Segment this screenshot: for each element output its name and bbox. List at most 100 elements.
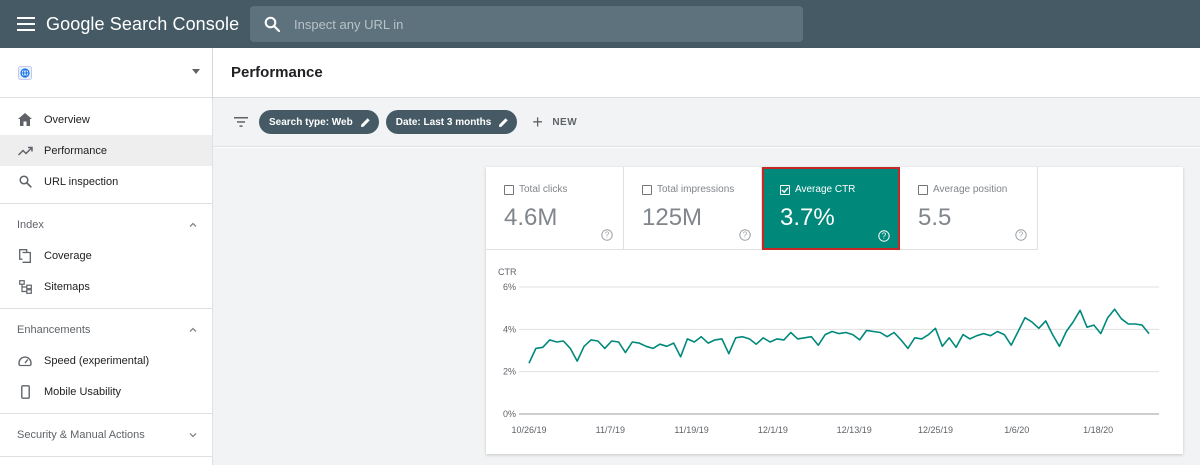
sidebar-item-speed[interactable]: Speed (experimental) — [0, 345, 212, 376]
metric-average-position[interactable]: Average position 5.5 ? — [900, 167, 1038, 250]
metric-label: Average CTR — [780, 184, 855, 195]
checkbox[interactable] — [918, 184, 928, 195]
help-icon[interactable]: ? — [1015, 229, 1027, 241]
metric-label: Average position — [918, 184, 1007, 195]
help-icon[interactable]: ? — [739, 229, 751, 241]
metric-value: 5.5 — [918, 204, 952, 231]
date-range-chip[interactable]: Date: Last 3 months — [385, 110, 518, 134]
chevron-down-icon — [192, 69, 200, 74]
filter-button[interactable] — [231, 112, 251, 132]
metric-value: 125M — [642, 204, 703, 231]
sidebar: Overview Performance URL inspection Inde… — [0, 48, 213, 465]
x-tick-label: 11/19/19 — [674, 425, 708, 435]
sidebar-item-label: Performance — [44, 144, 107, 157]
search-icon — [17, 174, 33, 190]
new-filter-label: NEW — [552, 116, 578, 128]
home-icon — [17, 112, 33, 128]
menu-button[interactable] — [0, 0, 52, 48]
svg-text:?: ? — [605, 231, 610, 240]
metric-name: Average CTR — [795, 184, 856, 195]
globe-icon — [18, 65, 32, 80]
sidebar-item-label: Mobile Usability — [44, 385, 122, 398]
sidebar-item-label: Coverage — [44, 249, 92, 262]
sidebar-item-sitemaps[interactable]: Sitemaps — [0, 271, 212, 302]
sidebar-item-label: Sitemaps — [44, 280, 90, 293]
search-input[interactable] — [294, 16, 774, 32]
metric-average-ctr[interactable]: Average CTR 3.7% ? — [762, 167, 900, 250]
svg-text:?: ? — [1019, 231, 1024, 240]
page-header: Performance — [213, 48, 1200, 98]
svg-text:?: ? — [882, 232, 887, 241]
section-title: Security & Manual Actions — [17, 429, 145, 441]
enhancements-section: Enhancements Speed (experimental) Mobile… — [0, 309, 212, 414]
metric-total-clicks[interactable]: Total clicks 4.6M ? — [486, 167, 624, 250]
app-title: Google Search Console — [46, 13, 240, 34]
speedometer-icon — [17, 353, 33, 369]
primary-nav: Overview Performance URL inspection — [0, 98, 212, 204]
x-tick-label: 1/6/20 — [1004, 425, 1029, 435]
sidebar-item-label: URL inspection — [44, 175, 119, 188]
check-icon — [781, 186, 789, 193]
chip-label: Search type: Web — [269, 116, 353, 128]
x-tick-label: 11/7/19 — [596, 425, 625, 435]
y-axis-title: CTR — [498, 267, 517, 277]
chevron-up-icon — [189, 222, 197, 227]
sidebar-item-mobile-usability[interactable]: Mobile Usability — [0, 376, 212, 407]
file-copy-icon — [17, 248, 33, 264]
sidebar-item-coverage[interactable]: Coverage — [0, 240, 212, 271]
metric-name: Total impressions — [657, 184, 735, 195]
new-filter-button[interactable]: + NEW — [532, 113, 577, 131]
property-selector[interactable] — [0, 48, 212, 98]
x-tick-label: 10/26/19 — [511, 425, 546, 435]
y-tick-label: 2% — [503, 367, 516, 377]
svg-text:?: ? — [743, 231, 748, 240]
y-tick-label: 6% — [503, 282, 516, 292]
plus-icon: + — [532, 112, 544, 132]
url-inspection-search[interactable] — [250, 6, 803, 42]
filter-bar: Search type: Web Date: Last 3 months + N… — [213, 98, 1200, 147]
filter-icon — [234, 117, 248, 127]
sidebar-item-performance[interactable]: Performance — [0, 135, 212, 166]
section-header-index[interactable]: Index — [0, 210, 212, 240]
metric-label: Total impressions — [642, 184, 734, 195]
y-tick-label: 4% — [503, 324, 516, 334]
sidebar-item-label: Speed (experimental) — [44, 354, 150, 367]
menu-icon — [17, 17, 35, 31]
metric-value: 4.6M — [504, 204, 558, 231]
help-icon[interactable]: ? — [878, 230, 890, 242]
content-area: Total clicks 4.6M ? Total impressions 12… — [213, 148, 1200, 465]
checkbox[interactable] — [504, 184, 514, 195]
metric-value: 3.7% — [780, 204, 835, 231]
x-tick-label: 12/25/19 — [918, 425, 953, 435]
search-icon — [250, 6, 294, 42]
sitemap-icon — [17, 279, 33, 295]
x-tick-label: 12/1/19 — [758, 425, 788, 435]
smartphone-icon — [17, 384, 33, 400]
checkbox[interactable] — [642, 184, 652, 195]
metric-name: Average position — [933, 184, 1008, 195]
search-type-chip[interactable]: Search type: Web — [259, 110, 379, 134]
section-header-enhancements[interactable]: Enhancements — [0, 315, 212, 345]
metric-total-impressions[interactable]: Total impressions 125M ? — [624, 167, 762, 250]
series-line-average-ctr — [528, 308, 1150, 364]
security-section: Security & Manual Actions — [0, 414, 212, 457]
trending-up-icon — [17, 143, 33, 159]
section-title: Index — [17, 219, 44, 231]
y-tick-label: 0% — [503, 409, 516, 419]
chevron-up-icon — [189, 327, 197, 332]
metric-label: Total clicks — [504, 184, 567, 195]
sidebar-item-overview[interactable]: Overview — [0, 104, 212, 135]
help-icon[interactable]: ? — [601, 229, 613, 241]
performance-card: Total clicks 4.6M ? Total impressions 12… — [486, 167, 1183, 454]
sidebar-item-label: Overview — [44, 113, 90, 126]
chevron-down-icon — [189, 433, 197, 438]
index-section: Index Coverage Sitemaps — [0, 204, 212, 309]
edit-icon — [360, 117, 370, 127]
edit-icon — [499, 117, 509, 127]
section-title: Enhancements — [17, 324, 91, 336]
sidebar-item-url-inspection[interactable]: URL inspection — [0, 166, 212, 197]
x-tick-label: 1/18/20 — [1083, 425, 1113, 435]
section-header-security[interactable]: Security & Manual Actions — [0, 420, 212, 450]
checkbox-checked[interactable] — [780, 184, 790, 195]
top-app-bar: Google Search Console — [0, 0, 1200, 48]
